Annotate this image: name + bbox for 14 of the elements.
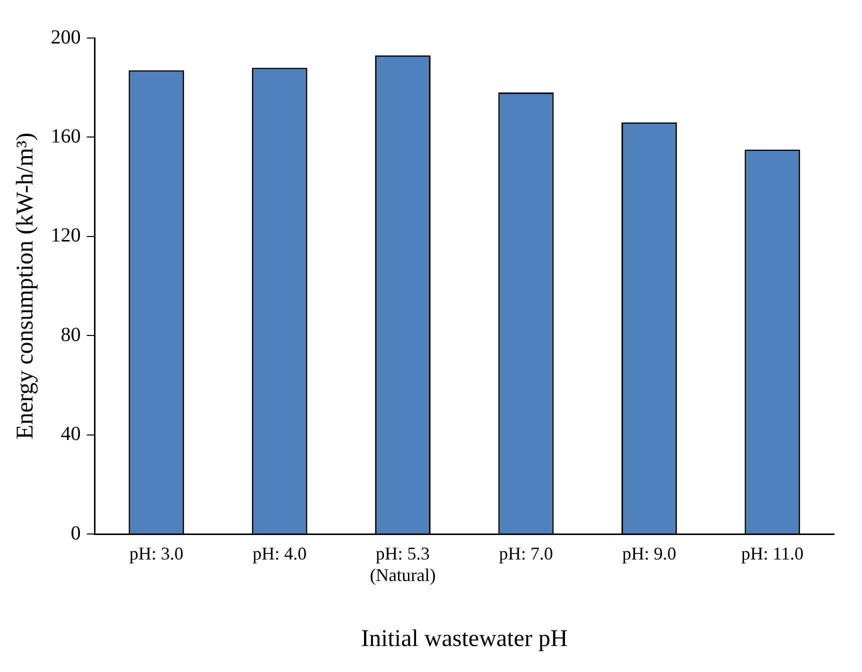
x-tick-label: pH: 9.0	[622, 544, 676, 564]
x-axis-title: Initial wastewater pH	[361, 626, 568, 652]
x-tick-label: pH: 5.3 (Natural)	[370, 544, 436, 586]
x-tick-label: pH: 3.0	[129, 544, 184, 564]
y-tick-label: 200	[50, 26, 81, 48]
x-tick-label: pH: 7.0	[499, 544, 553, 564]
x-tick-label: pH: 11.0	[741, 544, 804, 564]
y-tick-label: 40	[60, 423, 81, 446]
y-axis-title: Energy consumption (kW-h/m³)	[12, 132, 39, 440]
x-tick-label: pH: 4.0	[252, 544, 307, 564]
y-tick-label: 120	[50, 224, 81, 247]
y-tick-label: 0	[70, 522, 81, 544]
y-tick-label: 80	[60, 324, 81, 346]
y-tick-label: 160	[50, 125, 81, 148]
